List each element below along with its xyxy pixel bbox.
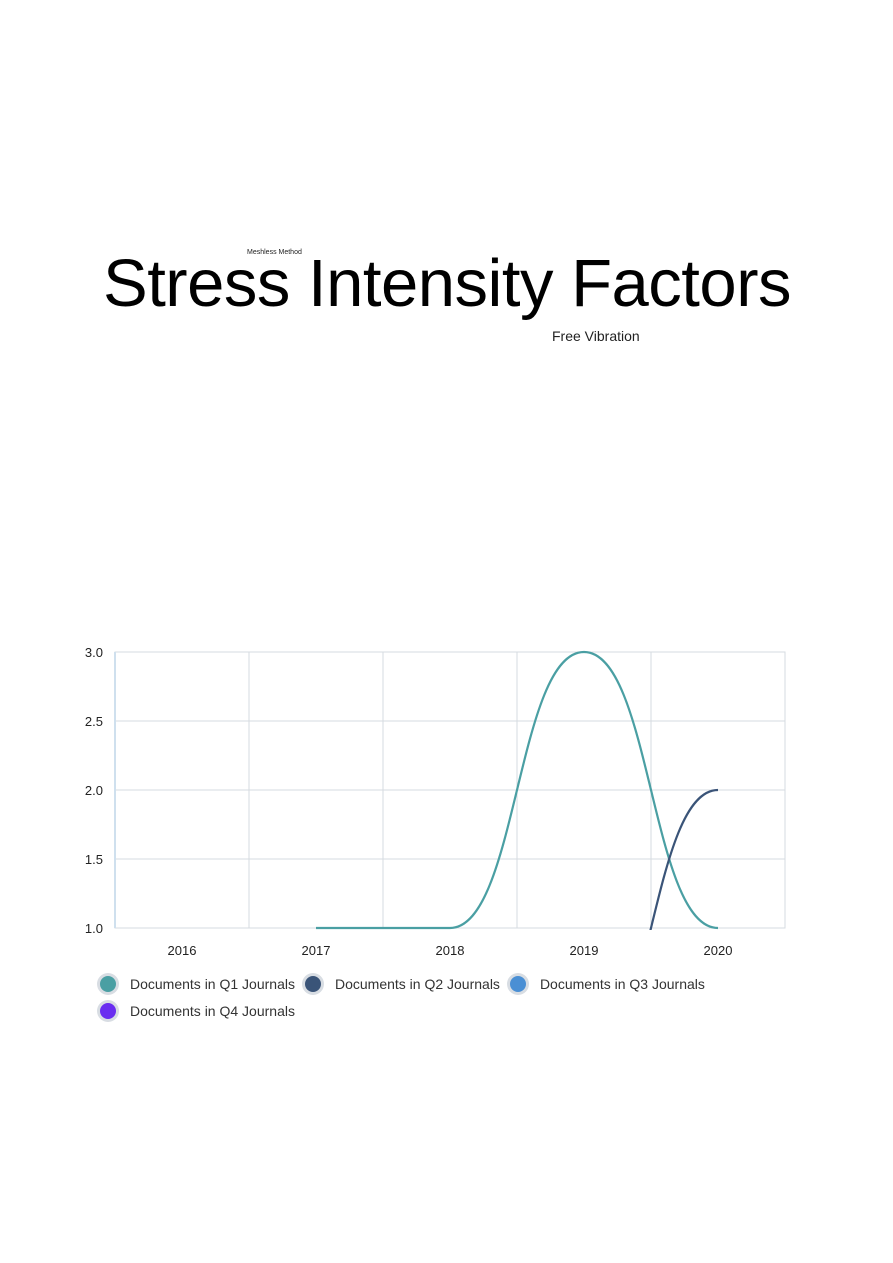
series-layer — [315, 650, 719, 930]
legend: Documents in Q1 Journals Documents in Q2 … — [98, 970, 798, 1024]
legend-label: Documents in Q1 Journals — [130, 975, 295, 992]
legend-marker-icon — [304, 975, 321, 992]
title-block: Meshless Method Stress Intensity Factors… — [0, 0, 893, 360]
legend-marker-icon — [509, 975, 526, 992]
legend-label: Documents in Q4 Journals — [130, 1002, 295, 1019]
y-tick-label: 2.5 — [85, 714, 103, 729]
legend-item[interactable]: Documents in Q1 Journals — [98, 970, 295, 997]
page-title: Stress Intensity Factors — [103, 246, 792, 321]
legend-marker-icon — [100, 975, 116, 992]
y-tick-label: 1.0 — [85, 921, 103, 936]
legend-item[interactable]: Documents in Q4 Journals — [98, 997, 295, 1024]
legend-item[interactable]: Documents in Q3 Journals — [508, 970, 705, 997]
subtitle: Free Vibration — [552, 328, 640, 344]
line-chart: 1.0 1.5 2.0 2.5 3.0 2016 2017 2018 2019 2020 — [85, 645, 786, 958]
x-tick-label: 2017 — [302, 943, 331, 958]
legend-marker-icon — [100, 1002, 116, 1019]
x-tick-label: 2019 — [570, 943, 599, 958]
legend-item[interactable]: Documents in Q2 Journals — [303, 970, 500, 997]
x-tick-label: 2018 — [436, 943, 465, 958]
y-tick-label: 2.0 — [85, 783, 103, 798]
series-line — [315, 650, 719, 930]
legend-label: Documents in Q3 Journals — [539, 975, 705, 992]
axes: 1.0 1.5 2.0 2.5 3.0 2016 2017 2018 2019 2020 — [85, 645, 733, 958]
small-tag: Meshless Method — [247, 249, 302, 256]
series-line — [649, 788, 719, 930]
x-tick-label: 2016 — [168, 943, 197, 958]
x-tick-label: 2020 — [704, 943, 733, 958]
y-tick-label: 1.5 — [85, 852, 103, 867]
y-tick-label: 3.0 — [85, 645, 103, 660]
grid — [114, 651, 786, 929]
legend-label: Documents in Q2 Journals — [334, 975, 500, 992]
